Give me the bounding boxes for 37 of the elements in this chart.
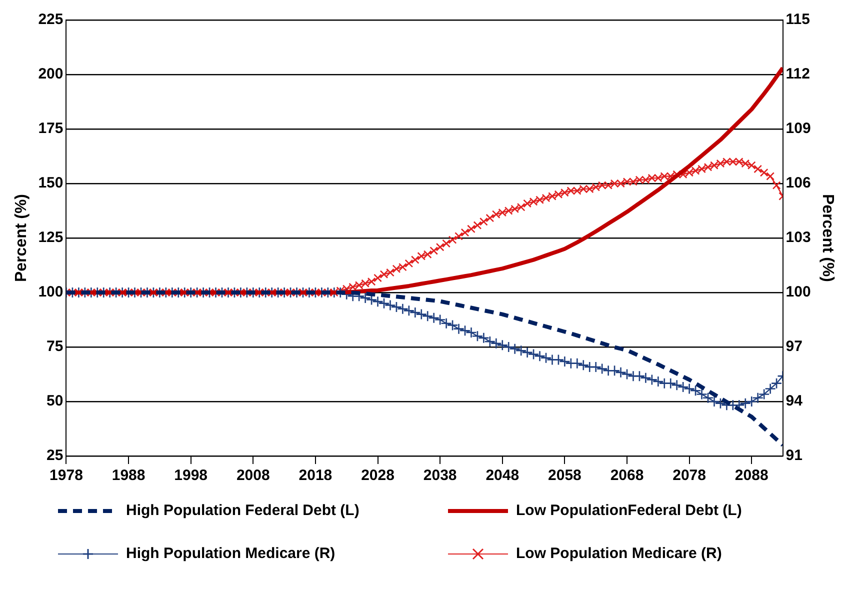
legend-label: Low PopulationFederal Debt (L) [516, 502, 742, 519]
x-tick-label: 1988 [112, 467, 146, 484]
y-tick-label: 25 [46, 447, 64, 464]
y2-tick-label: 94 [786, 392, 804, 410]
x-tick-label: 2068 [610, 467, 644, 484]
x-tick-label: 2058 [548, 467, 582, 484]
y2-tick-label: 97 [786, 338, 802, 356]
y2-tick-label: 112 [786, 66, 810, 83]
x-tick-label: 2088 [734, 467, 768, 484]
y-tick-label: 150 [38, 174, 64, 192]
line-series [66, 290, 783, 448]
y-tick-label: 200 [38, 66, 64, 83]
y-tick-label: 75 [46, 338, 64, 356]
x-tick-label: 2008 [236, 467, 270, 484]
y2-axis-title: Percent (%) [818, 194, 836, 282]
legend-label: High Population Medicare (R) [126, 545, 336, 562]
y-tick-label: 125 [38, 229, 64, 246]
y2-tick-label: 109 [786, 120, 811, 138]
x-tick-label: 2048 [486, 467, 520, 484]
y2-tick-label: 115 [786, 11, 810, 28]
y-axis-title: Percent (%) [13, 194, 30, 282]
y2-tick-label: 91 [786, 447, 802, 464]
y-tick-label: 225 [38, 11, 64, 28]
y2-tick-label: 100 [786, 284, 811, 301]
x-tick-label: 2028 [361, 467, 394, 484]
legend-label: Low Population Medicare (R) [516, 545, 722, 562]
x-tick-label: 2018 [298, 467, 332, 484]
x-tick-label: 1978 [50, 467, 83, 484]
x-tick-label: 1998 [174, 467, 208, 484]
y2-tick-label: 103 [786, 229, 811, 246]
y-tick-label: 100 [38, 284, 64, 301]
x-tick-label: 2078 [672, 467, 706, 484]
y-tick-label: 175 [38, 120, 64, 138]
y2-tick-label: 106 [786, 174, 811, 192]
legend-label: High Population Federal Debt (L) [126, 502, 360, 519]
y-tick-label: 50 [46, 392, 64, 410]
x-tick-label: 2038 [423, 467, 457, 484]
